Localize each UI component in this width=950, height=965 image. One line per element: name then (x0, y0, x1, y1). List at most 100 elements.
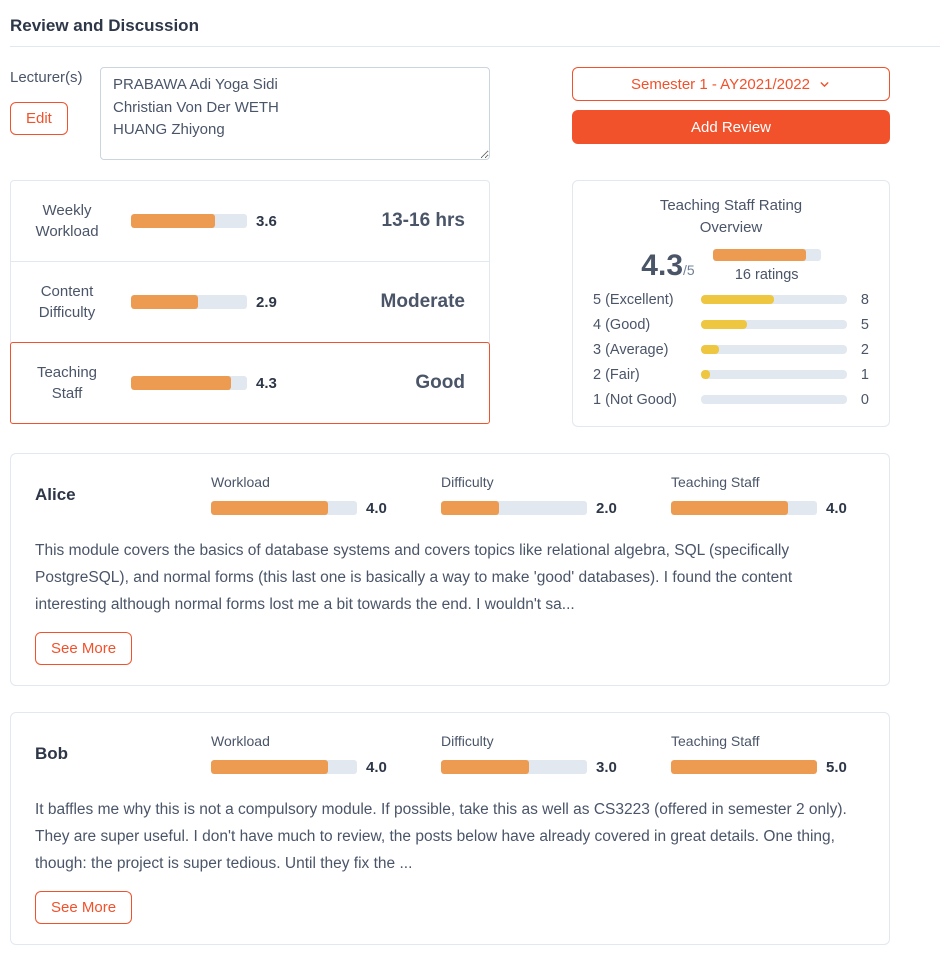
distribution-bar-fill (701, 295, 774, 304)
rating-score-bar-block: 16 ratings (712, 248, 821, 283)
add-review-button[interactable]: Add Review (572, 110, 890, 144)
distribution-bar-track (701, 320, 847, 329)
metric-workload: Workload 4.0 (211, 733, 441, 776)
rating-score-bar-fill (712, 248, 806, 261)
semester-dropdown[interactable]: Semester 1 - AY2021/2022 (572, 67, 890, 101)
metric-bar-track (441, 760, 587, 775)
metric-bar-fill (671, 760, 817, 775)
metric-value: 4.0 (366, 499, 387, 517)
chevron-down-icon (818, 78, 831, 91)
metric-bar-track (671, 501, 817, 515)
metric-label: Teaching Staff (671, 732, 760, 749)
ratings-count: 16 ratings (734, 266, 799, 283)
stat-label: Teaching Staff (36, 364, 98, 402)
distribution-bar-track (701, 295, 847, 304)
metric-bar-track (211, 501, 357, 515)
distribution-row-2: 2 (Fair) 1 (593, 367, 869, 383)
metric-bar-fill (671, 501, 788, 515)
distribution-bar-track (701, 370, 847, 379)
metric-value: 2.0 (596, 499, 617, 517)
lecturers-textarea[interactable]: PRABAWA Adi Yoga Sidi Christian Von Der … (100, 67, 490, 160)
distribution-count: 2 (860, 341, 869, 358)
metric-bar-fill (441, 760, 529, 775)
distribution-row-4: 4 (Good) 5 (593, 317, 869, 333)
distribution-label: 2 (Fair) (593, 366, 640, 383)
review-text: It baffles me why this is not a compulso… (35, 800, 847, 873)
metric-bar-row: 2.0 (441, 500, 671, 517)
difficulty-bar-group: 2.9 (131, 294, 277, 311)
metric-bar-fill (211, 760, 328, 775)
review-author: Bob (35, 744, 69, 764)
metric-bar-track (211, 760, 357, 775)
metric-bar-row: 3.0 (441, 759, 671, 776)
distribution-count: 5 (860, 316, 869, 333)
metric-bar-track (441, 501, 587, 515)
rating-score-value: 4.3 (641, 248, 684, 282)
workload-bar-track (131, 214, 247, 228)
workload-bar-fill (131, 214, 215, 228)
edit-button[interactable]: Edit (10, 102, 68, 135)
stat-row-content-difficulty[interactable]: Content Difficulty 2.9 Moderate (10, 261, 490, 343)
page-title: Review and Discussion (10, 16, 199, 35)
metric-difficulty: Difficulty 3.0 (441, 733, 671, 776)
distribution-label: 3 (Average) (593, 341, 669, 358)
stats-and-rating-row: Weekly Workload 3.6 13-16 hrs Content Di… (10, 180, 890, 427)
metric-teaching-staff: Teaching Staff 4.0 (671, 474, 901, 517)
difficulty-bar-track (131, 295, 247, 309)
review-card: Bob Workload 4.0 Difficulty (10, 711, 890, 946)
metric-label: Difficulty (441, 473, 494, 490)
teaching-staff-score: 4.3 (256, 374, 277, 392)
stats-panel: Weekly Workload 3.6 13-16 hrs Content Di… (10, 180, 490, 424)
see-more-button[interactable]: See More (35, 631, 133, 665)
difficulty-bar-fill (131, 295, 199, 309)
distribution-count: 8 (860, 291, 869, 308)
distribution-row-1: 1 (Not Good) 0 (593, 392, 869, 408)
rating-score-row: 4.3/5 16 ratings (593, 248, 869, 283)
teaching-staff-display-text: Good (415, 372, 465, 393)
metric-bar-fill (211, 501, 328, 515)
metric-value: 4.0 (366, 758, 387, 776)
metric-value: 3.0 (596, 758, 617, 776)
metric-bar-track (671, 760, 817, 775)
review-author: Alice (35, 485, 76, 504)
teaching-staff-rating-overview-panel: Teaching Staff Rating Overview 4.3/5 16 … (572, 180, 890, 427)
teaching-staff-bar-track (131, 376, 247, 390)
metric-bar-row: 4.0 (211, 500, 441, 517)
metric-teaching-staff: Teaching Staff 5.0 (671, 733, 901, 776)
metric-label: Workload (211, 732, 270, 749)
workload-score: 3.6 (256, 212, 277, 230)
review-header: Bob Workload 4.0 Difficulty (35, 733, 865, 776)
see-more-button[interactable]: See More (35, 891, 133, 925)
difficulty-display-text: Moderate (380, 291, 465, 312)
workload-bar-group: 3.6 (131, 213, 277, 230)
review-text: This module covers the basics of databas… (35, 541, 793, 613)
teaching-staff-bar-fill (131, 376, 231, 390)
distribution-bar-fill (701, 345, 720, 354)
metric-value: 4.0 (826, 499, 847, 517)
metric-label: Difficulty (441, 732, 494, 749)
page-content: Lecturer(s) Edit PRABAWA Adi Yoga Sidi C… (10, 67, 890, 946)
distribution-label: 4 (Good) (593, 316, 651, 333)
metric-label: Teaching Staff (671, 473, 760, 490)
metric-bar-row: 5.0 (671, 759, 901, 776)
review-card: Alice Workload 4.0 Difficulty (10, 452, 890, 686)
rating-overview-title: Teaching Staff Rating Overview (659, 197, 803, 236)
rating-score-bar-track (712, 248, 821, 261)
stat-row-weekly-workload[interactable]: Weekly Workload 3.6 13-16 hrs (10, 180, 490, 262)
teaching-staff-bar-group: 4.3 (131, 375, 277, 392)
metric-value: 5.0 (826, 758, 847, 776)
title-divider (10, 46, 940, 47)
stat-row-teaching-staff[interactable]: Teaching Staff 4.3 Good (10, 342, 490, 424)
distribution-count: 1 (860, 366, 869, 383)
distribution-bar-fill (701, 320, 747, 329)
distribution-bar-track (701, 395, 847, 404)
lecturer-column: Lecturer(s) Edit (10, 67, 98, 135)
distribution-label: 1 (Not Good) (593, 391, 677, 408)
stat-label: Weekly Workload (35, 202, 99, 240)
distribution-bar-track (701, 345, 847, 354)
lecturer-and-actions-row: Lecturer(s) Edit PRABAWA Adi Yoga Sidi C… (10, 67, 890, 160)
distribution-row-3: 3 (Average) 2 (593, 342, 869, 358)
distribution-label: 5 (Excellent) (593, 291, 674, 308)
metric-difficulty: Difficulty 2.0 (441, 474, 671, 517)
